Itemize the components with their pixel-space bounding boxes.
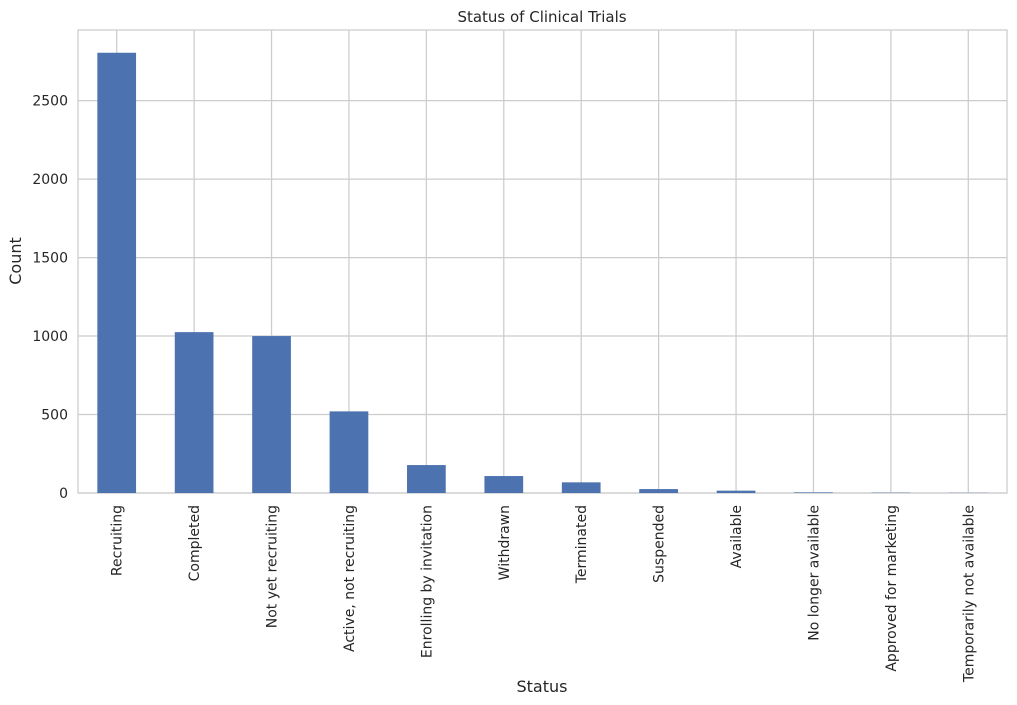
bar bbox=[329, 411, 369, 493]
bar bbox=[252, 336, 291, 493]
y-tick-label: 1500 bbox=[32, 251, 68, 267]
y-tick-label: 1000 bbox=[32, 329, 68, 345]
y-tick-labels: 0 500 1000 1500 2000 2500 bbox=[32, 94, 68, 502]
y-tick-label: 2500 bbox=[32, 94, 68, 110]
bar bbox=[174, 332, 214, 493]
x-tick-label: Recruiting bbox=[110, 505, 126, 576]
x-tick-label: Terminated bbox=[574, 505, 590, 584]
x-tick-label: Approved for marketing bbox=[884, 505, 900, 672]
x-axis-label: Status bbox=[517, 677, 568, 696]
bar bbox=[407, 465, 446, 493]
x-tick-labels: Recruiting Completed Not yet recruiting Act… bbox=[110, 505, 978, 683]
bar bbox=[639, 489, 678, 493]
y-tick-label: 2000 bbox=[32, 172, 68, 188]
x-tick-label: Suspended bbox=[652, 505, 668, 583]
x-tick-label: Withdrawn bbox=[497, 505, 513, 580]
bar bbox=[716, 490, 756, 493]
bar bbox=[97, 52, 137, 493]
x-tick-label: Enrolling by invitation bbox=[419, 505, 435, 658]
y-tick-label: 500 bbox=[41, 408, 68, 424]
x-tick-label: Not yet recruiting bbox=[265, 505, 281, 628]
bars bbox=[97, 52, 988, 493]
x-tick-label: Temporarily not available bbox=[961, 505, 977, 683]
x-tick-label: Available bbox=[729, 505, 745, 568]
x-tick-label: Completed bbox=[187, 505, 203, 581]
bar bbox=[561, 482, 601, 493]
bar bbox=[484, 476, 524, 493]
bar bbox=[794, 492, 833, 493]
y-tick-label: 0 bbox=[59, 486, 68, 502]
chart-title: Status of Clinical Trials bbox=[457, 8, 626, 26]
gridlines bbox=[78, 30, 1007, 494]
x-tick-label: No longer available bbox=[806, 505, 822, 641]
x-tick-label: Active, not recruiting bbox=[342, 505, 358, 652]
y-axis-label: Count bbox=[6, 237, 25, 285]
plot-area bbox=[77, 29, 1008, 494]
